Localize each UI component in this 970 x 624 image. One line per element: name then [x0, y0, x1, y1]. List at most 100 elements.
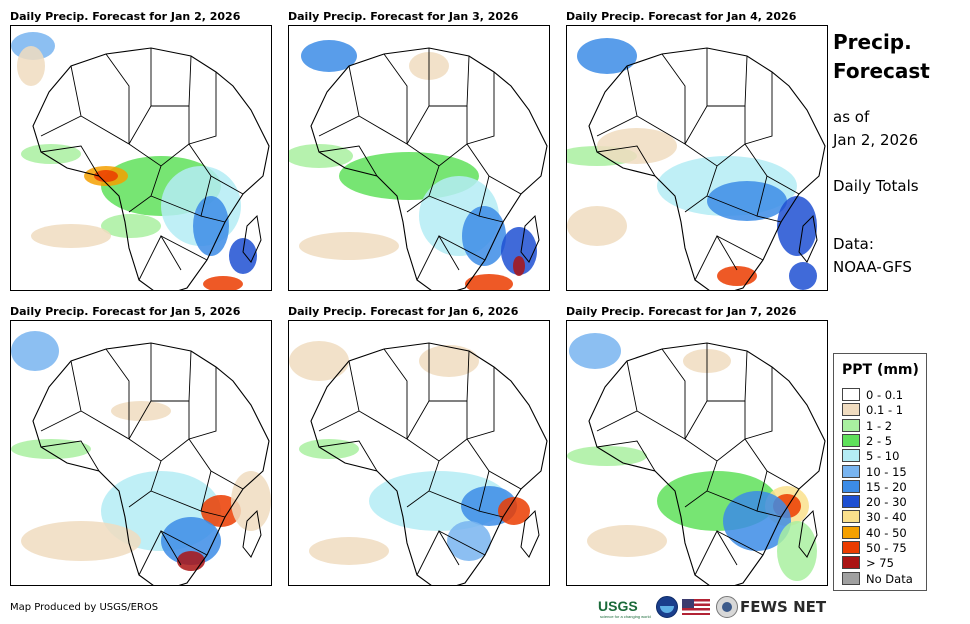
madagascar-outline — [798, 509, 818, 558]
totals-label: Daily Totals — [833, 177, 919, 195]
legend-swatch — [842, 388, 860, 401]
country-border — [626, 360, 686, 440]
precip-area — [94, 170, 118, 182]
country-border — [151, 55, 192, 107]
country-border — [70, 360, 130, 440]
sidebar-title-line1: Precip. — [833, 30, 912, 54]
precip-area — [498, 497, 530, 525]
country-border — [596, 440, 656, 472]
country-border — [466, 72, 495, 145]
country-border — [105, 53, 130, 144]
legend-swatch — [842, 571, 860, 585]
legend-label: > 75 — [866, 556, 894, 571]
panel-title: Daily Precip. Forecast for Jan 4, 2026 — [566, 10, 797, 23]
madagascar-outline — [520, 509, 540, 558]
fews-net-logo: FEWS NET — [740, 598, 827, 616]
precip-area — [587, 525, 667, 557]
madagascar-outline — [520, 214, 540, 263]
precip-area — [289, 341, 349, 381]
legend-item: 40 - 50 — [842, 525, 907, 541]
africa-map — [11, 32, 270, 290]
country-border — [318, 440, 378, 472]
legend-item: 50 - 75 — [842, 541, 907, 556]
precip-area — [301, 40, 357, 72]
country-border — [466, 367, 495, 440]
country-border — [716, 235, 764, 261]
country-border — [40, 440, 100, 472]
legend-item: 15 - 20 — [842, 479, 907, 495]
precip-area — [419, 345, 479, 377]
coastline — [588, 342, 826, 585]
precip-map — [566, 320, 828, 586]
country-border — [707, 55, 748, 107]
legend-label: No Data — [866, 571, 913, 586]
legend-item: No Data — [842, 571, 913, 587]
data-label: Data: — [833, 235, 874, 253]
precip-area — [447, 521, 491, 561]
map-info-sidebar: Precip. Forecast as of Jan 2, 2026 Daily… — [833, 28, 958, 279]
coastline — [32, 342, 270, 585]
noaa-logo-icon — [656, 596, 678, 618]
country-border — [661, 53, 686, 144]
coastline — [588, 47, 826, 290]
legend-label: 0.1 - 1 — [866, 403, 904, 418]
country-border — [684, 48, 708, 145]
coastline — [310, 47, 548, 290]
sidebar-title: Precip. Forecast — [833, 28, 958, 86]
legend-item: 5 - 10 — [842, 449, 899, 464]
precip-map — [10, 25, 272, 291]
country-border — [40, 145, 100, 177]
country-border — [596, 145, 656, 177]
precip-area — [177, 551, 205, 571]
data-source: NOAA-GFS — [833, 258, 912, 276]
country-border — [348, 360, 408, 440]
country-border — [70, 65, 130, 145]
precip-area — [11, 331, 59, 371]
legend-swatch — [842, 525, 860, 539]
as-of-label: as of — [833, 108, 870, 126]
legend-swatch — [842, 541, 860, 554]
precip-area — [21, 521, 141, 561]
country-border — [128, 343, 152, 440]
precip-area — [567, 206, 627, 246]
legend-label: 50 - 75 — [866, 541, 907, 555]
precip-area — [513, 256, 525, 276]
legend-swatch — [842, 403, 860, 417]
country-border — [416, 530, 460, 576]
panel-title: Daily Precip. Forecast for Jan 2, 2026 — [10, 10, 241, 23]
precip-area — [789, 262, 817, 290]
precip-area — [299, 232, 399, 260]
country-border — [416, 235, 460, 281]
state-department-seal-icon — [716, 596, 738, 618]
precip-map — [566, 25, 828, 291]
precip-area — [17, 46, 45, 86]
precip-area — [11, 439, 91, 459]
precip-area — [161, 517, 221, 565]
precip-area — [567, 446, 647, 466]
precip-area — [111, 401, 171, 421]
precip-area — [299, 439, 359, 459]
precip-area — [309, 537, 389, 565]
precip-area — [31, 224, 111, 248]
country-border — [661, 348, 686, 439]
country-border — [438, 530, 486, 556]
country-border — [694, 530, 738, 576]
country-border — [160, 530, 208, 556]
panel-title: Daily Precip. Forecast for Jan 7, 2026 — [566, 305, 797, 318]
africa-map — [567, 38, 826, 290]
country-border — [596, 410, 638, 432]
precip-area — [231, 471, 271, 531]
legend-label: 10 - 15 — [866, 464, 907, 479]
country-border — [151, 350, 192, 402]
legend-label: 1 - 2 — [866, 418, 893, 433]
madagascar-outline — [242, 509, 262, 558]
country-border — [706, 490, 758, 512]
country-border — [40, 410, 82, 432]
country-border — [318, 145, 378, 177]
precip-area — [501, 227, 537, 275]
country-border — [716, 530, 764, 556]
legend-swatch — [842, 418, 860, 432]
panel-title: Daily Precip. Forecast for Jan 3, 2026 — [288, 10, 519, 23]
country-border — [150, 490, 202, 512]
legend-item: 10 - 15 — [842, 464, 907, 480]
